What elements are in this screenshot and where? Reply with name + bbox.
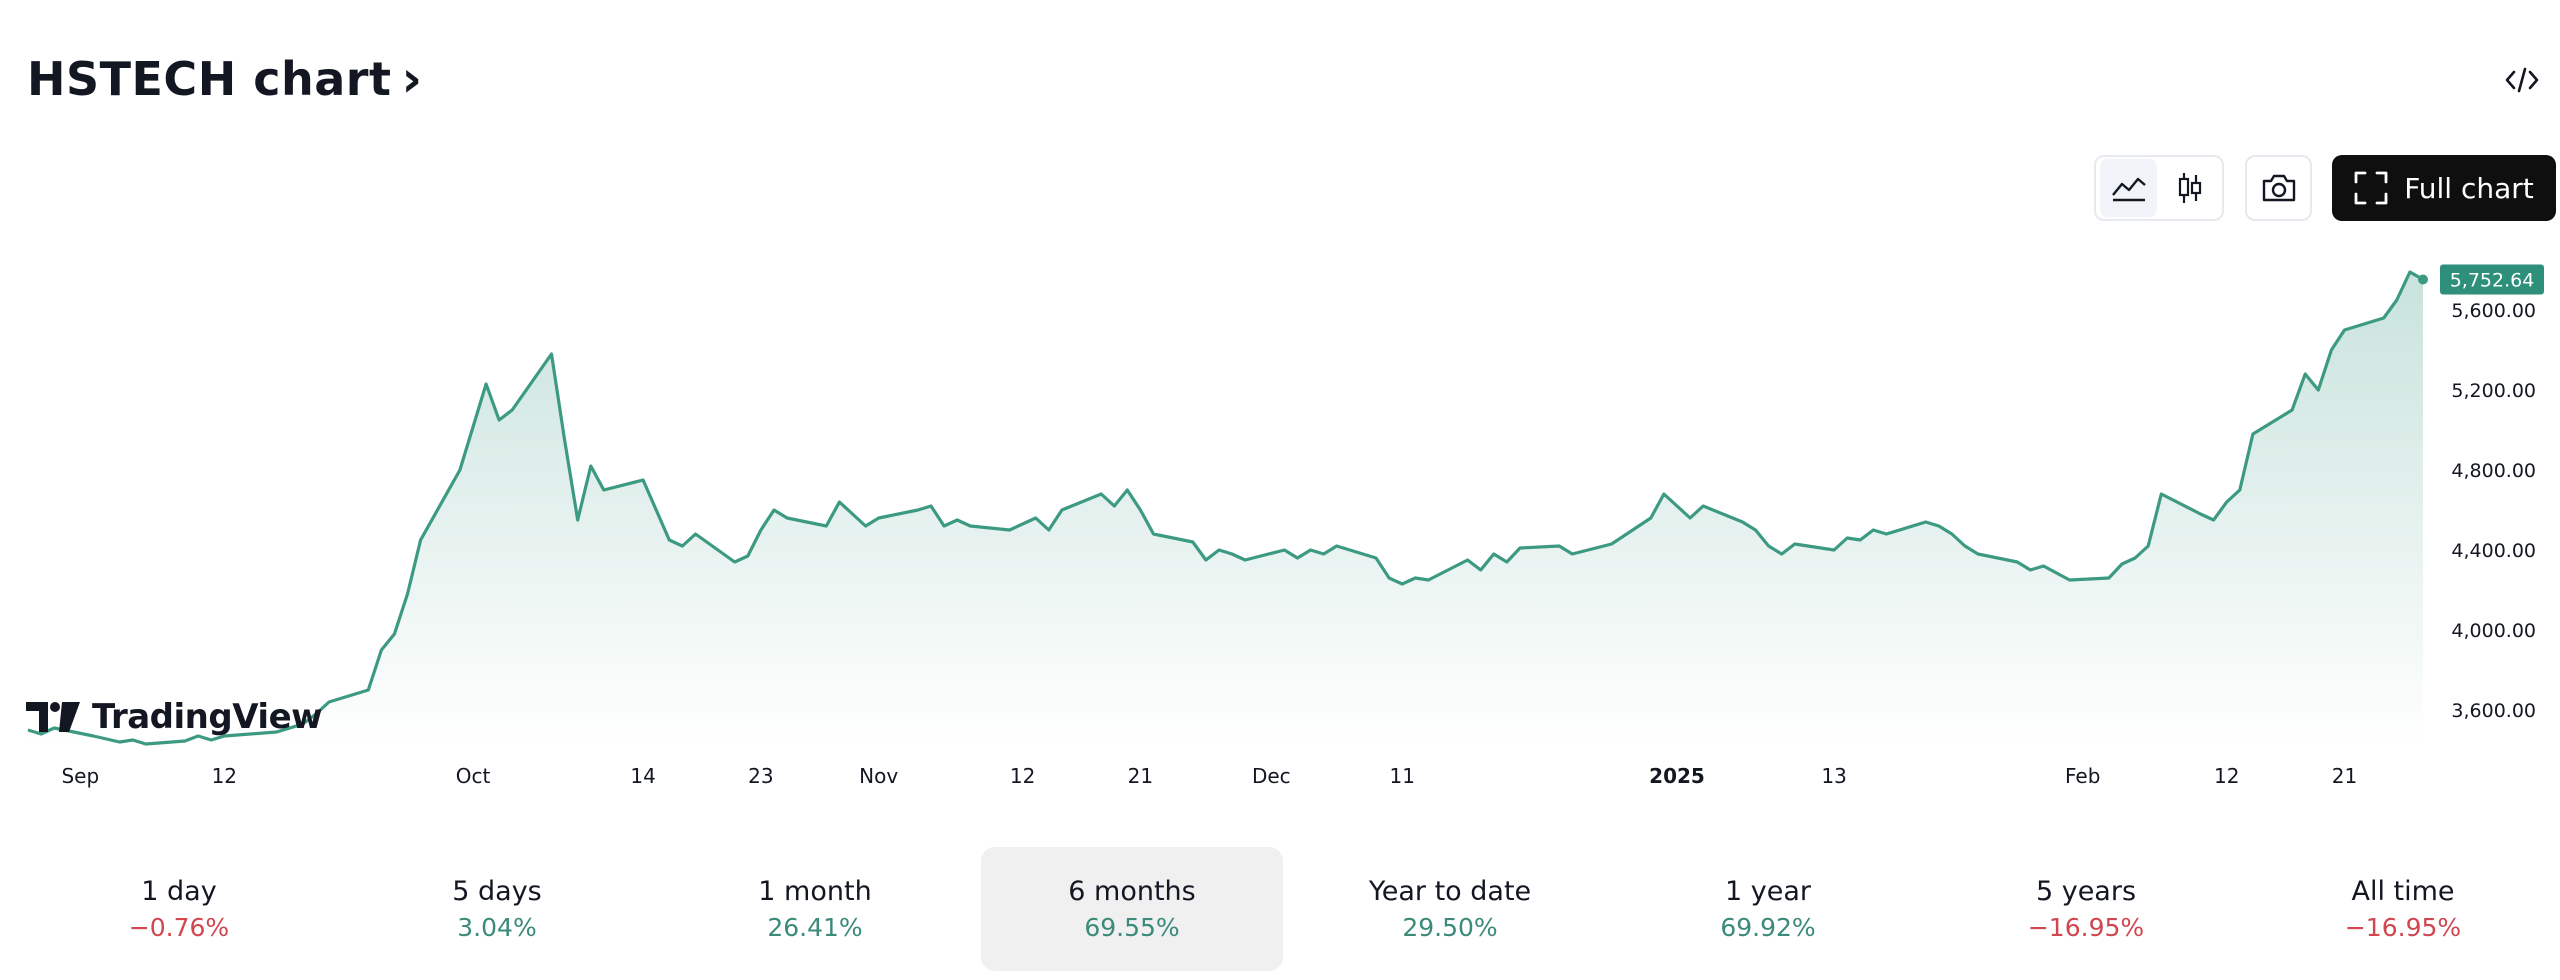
period-tab-5-years[interactable]: 5 years −16.95% [1935, 847, 2237, 971]
tradingview-logo: TradingView [26, 697, 323, 737]
period-change: −16.95% [2344, 913, 2462, 942]
y-tick-label: 4,400.00 [2451, 540, 2536, 562]
full-chart-button[interactable]: Full chart [2332, 155, 2556, 221]
series-area-fill [28, 272, 2423, 745]
period-label: 1 day [141, 876, 217, 907]
period-change: −0.76% [128, 913, 230, 942]
period-change: −16.95% [2027, 913, 2145, 942]
tradingview-logo-icon [26, 702, 80, 732]
period-tab-1-day[interactable]: 1 day −0.76% [28, 847, 330, 971]
period-tab-1-year[interactable]: 1 year 69.92% [1617, 847, 1919, 971]
x-tick-label: 12 [212, 764, 237, 788]
candlestick-icon [2178, 173, 2201, 203]
price-chart[interactable]: 5,600.00 5,200.00 4,800.00 4,400.00 4,000.00… [0, 250, 2560, 800]
period-change: 29.50% [1402, 913, 1498, 942]
period-tab-1-month[interactable]: 1 month 26.41% [664, 847, 966, 971]
area-chart-button[interactable] [2100, 159, 2157, 217]
period-tab-all-time[interactable]: All time −16.95% [2252, 847, 2554, 971]
period-tab-5-days[interactable]: 5 days 3.04% [346, 847, 648, 971]
period-label: Year to date [1368, 876, 1532, 907]
period-change: 3.04% [457, 913, 537, 942]
x-tick-label: 13 [1821, 764, 1846, 788]
period-label: All time [2351, 876, 2455, 907]
last-value-marker: 5,752.64 [2418, 264, 2544, 295]
code-icon [2505, 67, 2539, 93]
area-chart-icon [2111, 177, 2146, 202]
snapshot-group [2245, 155, 2312, 221]
period-label: 6 months [1068, 876, 1196, 907]
period-change: 26.41% [767, 913, 863, 942]
x-tick-label: 11 [1389, 764, 1414, 788]
plot-area [27, 270, 2424, 746]
y-axis: 5,600.00 5,200.00 4,800.00 4,400.00 4,000.00… [2451, 300, 2536, 722]
x-tick-label: Feb [2065, 764, 2100, 788]
x-tick-label: 2025 [1649, 764, 1705, 788]
x-tick-label: Sep [61, 764, 99, 788]
y-tick-label: 4,000.00 [2451, 620, 2536, 642]
y-tick-label: 3,600.00 [2451, 700, 2536, 722]
page-title[interactable]: HSTECH chart › [27, 50, 423, 108]
x-tick-label: 12 [2214, 764, 2239, 788]
x-tick-label: 12 [1010, 764, 1035, 788]
chart-style-toggle [2094, 155, 2224, 221]
y-tick-label: 5,600.00 [2451, 300, 2536, 322]
chevron-right-icon: › [401, 50, 423, 108]
x-tick-label: 14 [630, 764, 655, 788]
candles-chart-button[interactable] [2161, 159, 2218, 217]
x-tick-label: Dec [1252, 764, 1291, 788]
fullscreen-icon [2354, 171, 2388, 205]
x-tick-label: 21 [2332, 764, 2357, 788]
full-chart-label: Full chart [2404, 171, 2534, 205]
period-tab-6-months[interactable]: 6 months 69.55% [981, 847, 1283, 971]
x-tick-label: 23 [748, 764, 773, 788]
x-tick-label: 21 [1128, 764, 1153, 788]
period-label: 5 days [452, 876, 542, 907]
x-tick-label: Nov [859, 764, 898, 788]
chart-title: HSTECH chart [27, 52, 392, 106]
period-label: 1 year [1725, 876, 1811, 907]
tradingview-wordmark: TradingView [92, 697, 323, 737]
camera-icon [2262, 174, 2295, 202]
x-axis: Sep 12 Oct 14 23 Nov 12 21 Dec 11 2025 13 Feb 12 21 [61, 764, 2357, 788]
period-label: 5 years [2035, 876, 2137, 907]
series-line [27, 270, 2424, 746]
last-value-dot [2418, 274, 2428, 285]
last-value-label-bg [2440, 264, 2544, 295]
last-value-label: 5,752.64 [2450, 270, 2535, 292]
y-tick-label: 4,800.00 [2451, 460, 2536, 482]
performance-periods: 1 day −0.76% 5 days 3.04% 1 month 26.41% 6 mon… [0, 847, 2560, 971]
x-tick-label: Oct [456, 764, 491, 788]
y-tick-label: 5,200.00 [2451, 380, 2536, 402]
period-change: 69.55% [1084, 913, 1180, 942]
embed-code-button[interactable] [2502, 62, 2542, 98]
period-label: 1 month [758, 876, 872, 907]
snapshot-button[interactable] [2250, 159, 2308, 217]
period-change: 69.92% [1720, 913, 1816, 942]
period-tab-year-to-date[interactable]: Year to date 29.50% [1299, 847, 1601, 971]
